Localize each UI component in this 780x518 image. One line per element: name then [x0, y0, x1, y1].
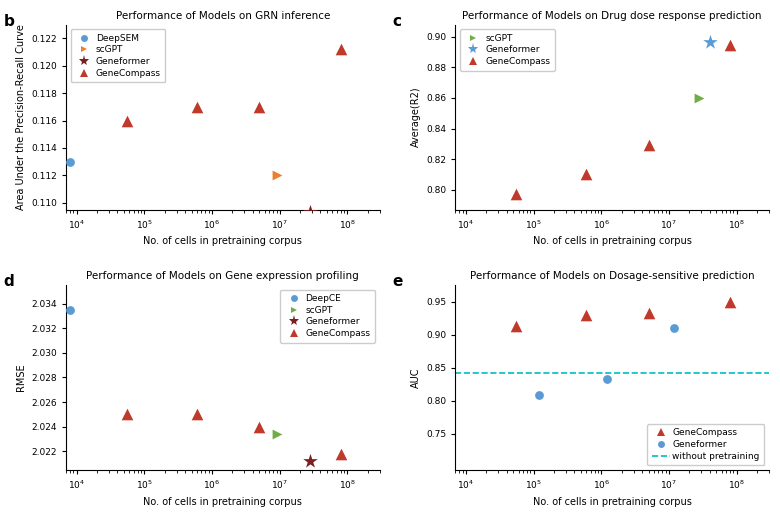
Title: Performance of Models on Dosage-sensitive prediction: Performance of Models on Dosage-sensitiv…: [470, 271, 754, 281]
Y-axis label: Area Under the Precision-Recall Curve: Area Under the Precision-Recall Curve: [16, 24, 26, 210]
Y-axis label: RMSE: RMSE: [16, 364, 26, 391]
Geneformer: [704, 38, 716, 47]
Point: [668, 324, 680, 332]
Legend: DeepSEM, scGPT, Geneformer, GeneCompass: DeepSEM, scGPT, Geneformer, GeneCompass: [70, 29, 165, 82]
Geneformer: [303, 457, 316, 466]
X-axis label: No. of cells in pretraining corpus: No. of cells in pretraining corpus: [533, 497, 692, 507]
Point: [190, 410, 203, 419]
Y-axis label: Average(R2): Average(R2): [410, 87, 420, 148]
Geneformer: [533, 391, 545, 399]
Text: c: c: [392, 13, 402, 28]
DeepCE: [64, 306, 76, 314]
Point: [724, 297, 736, 306]
Y-axis label: AUC: AUC: [410, 367, 420, 388]
Legend: DeepCE, scGPT, Geneformer, GeneCompass: DeepCE, scGPT, Geneformer, GeneCompass: [280, 290, 375, 343]
Point: [580, 311, 593, 319]
Legend: GeneCompass, Geneformer, without pretraining: GeneCompass, Geneformer, without pretrai…: [647, 424, 764, 465]
Point: [601, 376, 613, 384]
Text: d: d: [3, 274, 14, 289]
X-axis label: No. of cells in pretraining corpus: No. of cells in pretraining corpus: [144, 497, 303, 507]
scGPT: [693, 94, 705, 102]
Point: [190, 103, 203, 111]
Text: b: b: [3, 13, 14, 28]
GeneCompass: [120, 410, 133, 419]
X-axis label: No. of cells in pretraining corpus: No. of cells in pretraining corpus: [533, 237, 692, 247]
Geneformer: [303, 208, 316, 217]
GeneCompass: [120, 117, 133, 125]
Point: [724, 40, 736, 49]
DeepSEM: [64, 157, 76, 166]
Point: [642, 141, 654, 150]
Title: Performance of Models on GRN inference: Performance of Models on GRN inference: [115, 11, 330, 21]
Title: Performance of Models on Drug dose response prediction: Performance of Models on Drug dose respo…: [463, 11, 762, 21]
GeneCompass: [509, 190, 522, 198]
Point: [642, 309, 654, 318]
Point: [335, 450, 347, 458]
scGPT: [270, 430, 282, 438]
scGPT: [270, 171, 282, 179]
X-axis label: No. of cells in pretraining corpus: No. of cells in pretraining corpus: [144, 237, 303, 247]
Point: [580, 170, 593, 179]
Text: e: e: [392, 274, 403, 289]
Point: [335, 45, 347, 53]
Point: [253, 103, 265, 111]
GeneCompass: [509, 322, 522, 330]
Title: Performance of Models on Gene expression profiling: Performance of Models on Gene expression…: [87, 271, 360, 281]
Legend: scGPT, Geneformer, GeneCompass: scGPT, Geneformer, GeneCompass: [460, 29, 555, 70]
Point: [253, 423, 265, 431]
